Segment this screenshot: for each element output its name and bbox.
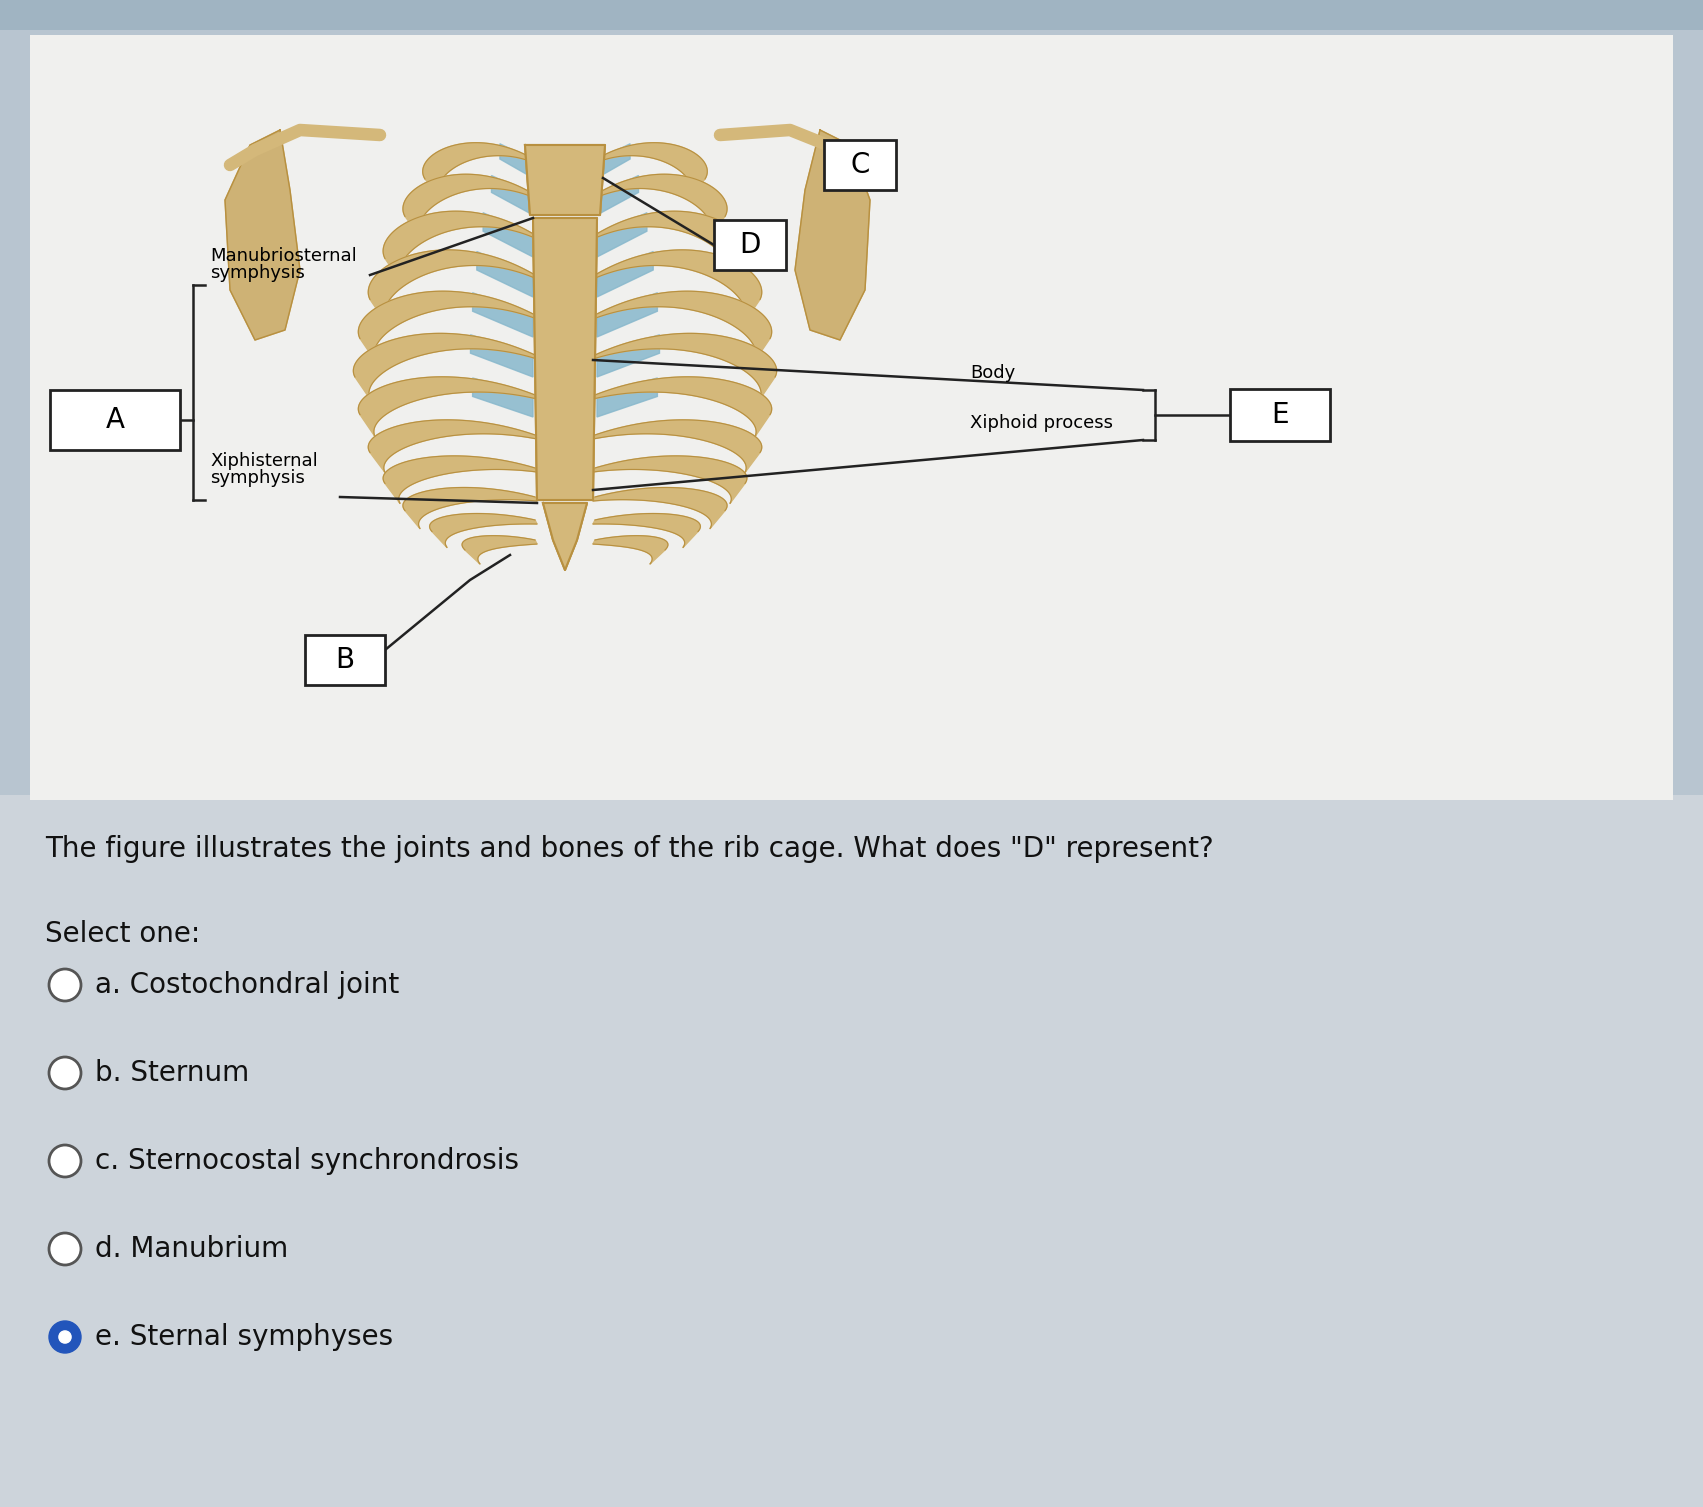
Polygon shape	[383, 457, 536, 503]
Polygon shape	[598, 292, 657, 338]
Text: symphysis: symphysis	[209, 469, 305, 487]
Polygon shape	[593, 333, 777, 399]
Polygon shape	[383, 211, 536, 280]
Polygon shape	[492, 175, 533, 216]
Bar	[824, 140, 896, 190]
Polygon shape	[598, 212, 647, 258]
Polygon shape	[358, 291, 536, 360]
Bar	[305, 634, 385, 686]
Polygon shape	[501, 143, 533, 178]
Bar	[714, 220, 787, 270]
Text: D: D	[739, 231, 761, 259]
Text: E: E	[1270, 401, 1289, 429]
Bar	[1230, 389, 1330, 442]
Polygon shape	[598, 143, 630, 178]
Polygon shape	[593, 457, 748, 503]
Text: The figure illustrates the joints and bones of the rib cage. What does "D" repre: The figure illustrates the joints and bo…	[44, 835, 1214, 864]
Circle shape	[49, 1322, 82, 1353]
Text: Xiphisternal: Xiphisternal	[209, 452, 318, 470]
Polygon shape	[462, 535, 536, 564]
Polygon shape	[593, 420, 761, 473]
Polygon shape	[368, 420, 536, 473]
Text: c. Sternocostal synchrondrosis: c. Sternocostal synchrondrosis	[95, 1147, 519, 1175]
Text: b. Sternum: b. Sternum	[95, 1059, 249, 1087]
Polygon shape	[525, 145, 605, 216]
Polygon shape	[598, 335, 659, 377]
Polygon shape	[598, 378, 657, 417]
Bar	[0, 796, 1703, 1507]
Bar	[0, 0, 1703, 30]
Polygon shape	[598, 175, 639, 216]
Polygon shape	[593, 487, 727, 529]
Bar	[49, 390, 181, 451]
Polygon shape	[543, 503, 588, 570]
Text: Select one:: Select one:	[44, 919, 201, 948]
Polygon shape	[795, 130, 870, 341]
Polygon shape	[533, 219, 598, 500]
Text: Body: Body	[971, 365, 1015, 381]
Polygon shape	[525, 145, 605, 216]
Circle shape	[49, 1056, 82, 1090]
Text: a. Costochondral joint: a. Costochondral joint	[95, 971, 399, 999]
Polygon shape	[422, 143, 536, 197]
Polygon shape	[593, 211, 748, 280]
Text: A: A	[106, 405, 124, 434]
Polygon shape	[484, 212, 533, 258]
Polygon shape	[593, 291, 771, 360]
Polygon shape	[543, 503, 588, 570]
Polygon shape	[353, 333, 536, 399]
Polygon shape	[593, 250, 761, 321]
Circle shape	[49, 1233, 82, 1264]
Polygon shape	[593, 143, 707, 197]
Text: d. Manubrium: d. Manubrium	[95, 1236, 288, 1263]
Polygon shape	[470, 335, 533, 377]
Polygon shape	[404, 175, 536, 237]
Polygon shape	[225, 130, 300, 341]
Text: B: B	[335, 647, 354, 674]
Polygon shape	[593, 377, 771, 437]
Text: Manubriosternal: Manubriosternal	[209, 247, 356, 265]
Circle shape	[60, 1331, 72, 1343]
Polygon shape	[429, 514, 536, 547]
Polygon shape	[598, 252, 654, 297]
Circle shape	[49, 969, 82, 1001]
Bar	[31, 35, 1672, 800]
Text: Xiphoid process: Xiphoid process	[971, 414, 1114, 433]
Polygon shape	[593, 175, 727, 237]
Polygon shape	[404, 487, 536, 529]
Polygon shape	[593, 514, 700, 547]
Text: e. Sternal symphyses: e. Sternal symphyses	[95, 1323, 393, 1350]
Text: C: C	[850, 151, 870, 179]
Polygon shape	[358, 377, 536, 437]
Text: symphysis: symphysis	[209, 264, 305, 282]
Polygon shape	[593, 535, 668, 564]
Polygon shape	[368, 250, 536, 321]
Polygon shape	[473, 378, 533, 417]
Polygon shape	[477, 252, 533, 297]
Circle shape	[49, 1145, 82, 1177]
Polygon shape	[533, 219, 598, 500]
Polygon shape	[473, 292, 533, 338]
